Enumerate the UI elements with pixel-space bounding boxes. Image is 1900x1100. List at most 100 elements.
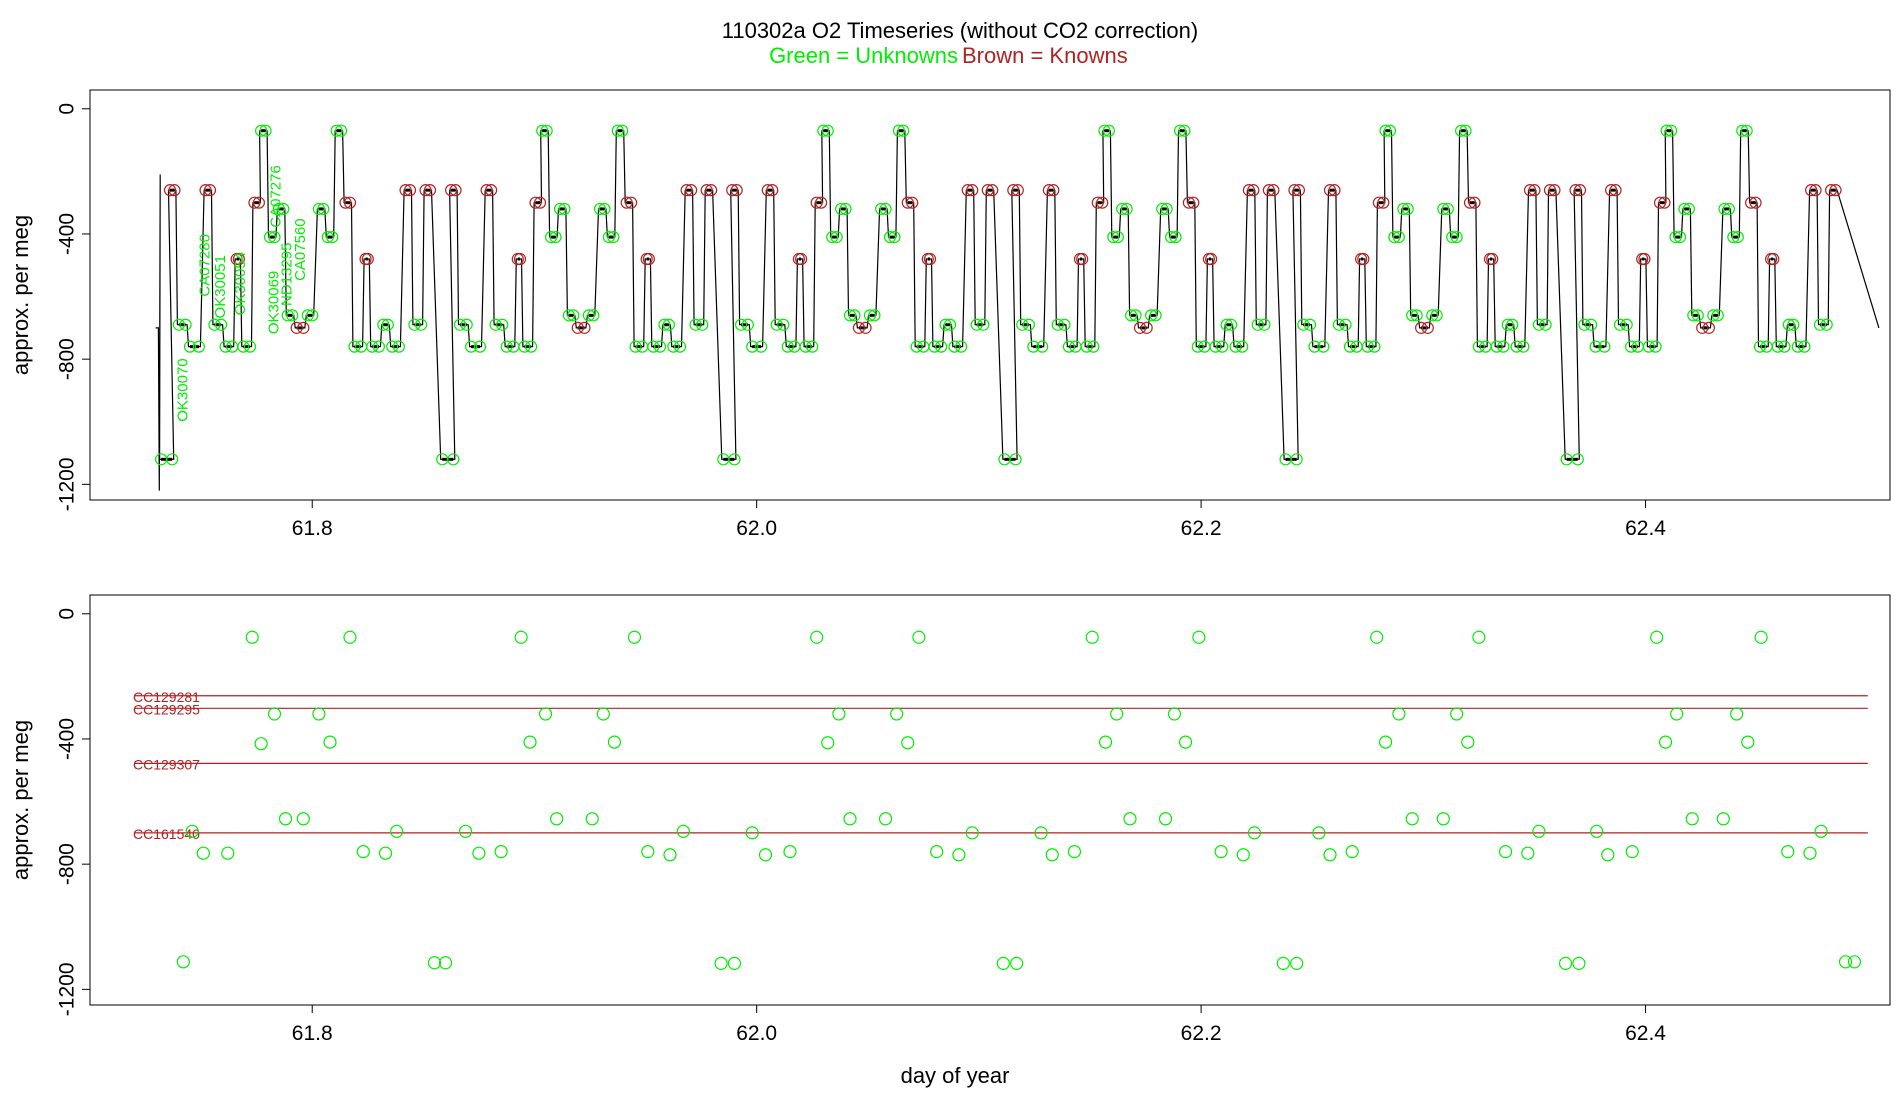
unknown-sample-point <box>330 124 343 137</box>
known-standard-point <box>1486 252 1499 266</box>
unknown-sample-point <box>453 318 467 331</box>
unknown-sample-point <box>817 124 830 137</box>
unknown-sample-point <box>1753 340 1767 353</box>
unknown-point <box>538 707 553 721</box>
known-standard-point <box>1749 196 1762 209</box>
unknown-sample-point <box>943 318 957 331</box>
sample-label: CA07560 <box>292 218 309 281</box>
unknown-point <box>1472 630 1486 644</box>
unknown-sample-point <box>500 340 513 353</box>
known-standard-point <box>1809 184 1822 197</box>
unknown-sample-point <box>629 340 642 353</box>
unknown-point <box>585 812 599 826</box>
known-standard-point <box>1702 321 1715 334</box>
unknown-sample-point <box>172 318 185 331</box>
unknown-point <box>1010 956 1024 970</box>
unknown-sample-point <box>415 318 428 331</box>
unknown-sample-point <box>553 202 567 216</box>
unknown-point <box>185 824 199 838</box>
unknown-sample-point <box>741 318 754 331</box>
unknown-sample-point <box>219 340 232 353</box>
known-standard-point <box>1091 196 1104 209</box>
unknown-point <box>1085 630 1099 644</box>
unknown-sample-point <box>1771 340 1784 353</box>
unknown-point <box>1276 956 1290 970</box>
known-standard-point <box>199 184 212 197</box>
unknown-point <box>458 824 473 838</box>
known-standard-point <box>163 184 177 197</box>
unknown-sample-point <box>1472 340 1485 353</box>
known-standard-point <box>1569 184 1582 197</box>
unknown-point <box>1312 826 1326 840</box>
known-standard-point <box>1011 184 1024 197</box>
unknown-point <box>1192 630 1206 644</box>
known-standard-point <box>795 252 808 266</box>
timeseries-x-tick-label: 62.0 <box>736 517 777 540</box>
unknown-point <box>783 845 797 859</box>
known-standard-point <box>680 184 693 197</box>
known-standard-point <box>1421 321 1434 334</box>
known-standard-point <box>1829 184 1842 197</box>
known-standard-point <box>203 184 217 197</box>
known-standard-point <box>480 184 493 197</box>
unknown-sample-point <box>1598 340 1611 353</box>
known-standard-point <box>1605 184 1618 197</box>
unknown-sample-point <box>1392 230 1405 244</box>
known-standard-point <box>423 184 437 197</box>
unknown-sample-point <box>598 202 611 216</box>
unknown-point <box>1290 956 1304 970</box>
unknown-sample-point <box>1178 124 1191 137</box>
unknown-sample-point <box>536 124 549 137</box>
unknown-sample-point <box>179 318 192 331</box>
scatter-x-tick-label: 62.4 <box>1625 1022 1666 1045</box>
unknown-point <box>912 630 926 644</box>
known-standard-point <box>705 184 718 197</box>
unknown-sample-point <box>208 318 221 331</box>
known-standard-point <box>815 196 828 209</box>
unknown-sample-point <box>1791 340 1804 353</box>
unknown-sample-point <box>1111 230 1124 244</box>
unknown-point <box>1838 955 1853 969</box>
known-standard-point <box>981 184 994 197</box>
reference-line-label: CC161540 <box>133 826 200 842</box>
unknown-point <box>1558 956 1573 970</box>
known-standard-point <box>966 184 979 197</box>
unknown-sample-point <box>658 318 671 331</box>
unknown-sample-point <box>1669 230 1682 244</box>
unknown-sample-point <box>237 340 250 353</box>
unknown-point <box>1045 848 1059 862</box>
unknown-point <box>996 956 1010 970</box>
unknown-point <box>1236 848 1250 862</box>
unknown-sample-point <box>770 318 783 331</box>
unknown-sample-point <box>1426 309 1439 322</box>
unknown-point <box>1685 812 1699 826</box>
unknown-sample-point <box>562 309 575 322</box>
known-standard-point <box>1133 321 1147 334</box>
unknown-point <box>1450 707 1464 721</box>
scatter-y-tick-label: 0 <box>56 608 79 620</box>
unknown-point <box>427 956 442 970</box>
timeseries-panel: 61.8 62.0 62.2 62.4 0 -400 -800 -1200 approx. pe… <box>8 89 1891 540</box>
unknown-point <box>890 707 904 721</box>
unknown-sample-point <box>1510 340 1523 353</box>
known-standard-point <box>1548 184 1561 197</box>
unknown-point <box>1847 955 1862 969</box>
known-standard-point <box>726 184 739 197</box>
unknown-sample-point <box>1691 309 1704 322</box>
unknown-point <box>514 630 528 644</box>
x-axis-title: day of year <box>901 1063 1010 1088</box>
unknown-point <box>1781 845 1795 859</box>
unknown-sample-point <box>1517 340 1530 353</box>
unknown-sample-point <box>1036 340 1049 353</box>
known-standard-point <box>168 184 181 197</box>
known-standard-point <box>730 184 743 197</box>
sample-label: OK30051 <box>212 255 229 318</box>
timeseries-plot-frame <box>89 89 1891 501</box>
unknown-sample-point <box>277 202 290 216</box>
known-standard-point <box>1247 184 1260 197</box>
known-standard-point <box>339 196 352 209</box>
unknown-sample-point <box>868 309 881 322</box>
known-standard-point <box>343 196 357 209</box>
unknown-point <box>965 826 979 840</box>
